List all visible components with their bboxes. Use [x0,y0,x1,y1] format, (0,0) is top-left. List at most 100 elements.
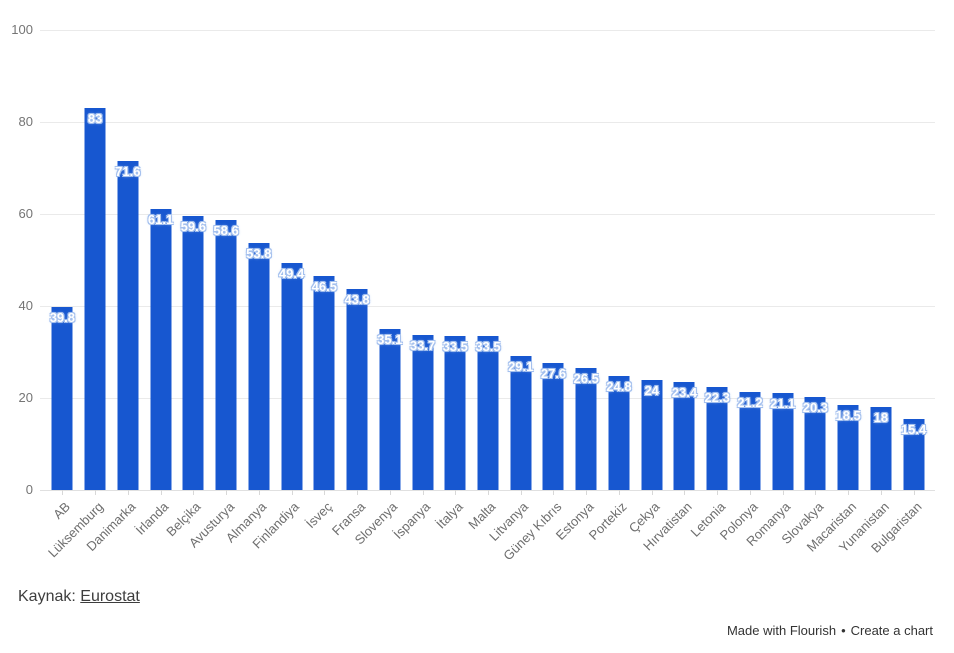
bar[interactable]: 18 [870,407,892,490]
x-axis-label: İrlanda [132,499,172,538]
x-axis-tick [913,490,915,495]
bar[interactable]: 61.1 [147,208,174,490]
bar[interactable]: 35.1 [377,328,403,490]
bar-slot: 53.8 Almanya [223,30,275,545]
y-axis-tick-label: 80 [18,114,33,129]
x-axis-tick [553,490,555,495]
bar[interactable]: 29.1 [508,356,534,490]
bar-slot: 33.5 Malta [466,30,505,532]
x-axis-tick [193,490,195,495]
y-axis-tick-label: 20 [18,390,33,405]
x-axis-tick [95,490,97,495]
bar-chart-plot: 39.8 AB 83 Lüksemburg 71.6 Danimarka 61.1 İrlan… [45,30,930,563]
bar[interactable]: 24 [641,379,663,490]
bar-slot: 33.5 İtalya [433,30,472,532]
bar-value-label: 15.4 [900,422,927,438]
bar-slot: 49.4 Finlandiya [250,30,308,552]
x-axis-tick [749,490,751,495]
bar-value-label: 33.7 [409,337,436,353]
bar-value-label: 43.8 [344,291,370,307]
bar-slot: 58.6 Avusturya [185,30,243,550]
bar[interactable]: 24.8 [606,375,632,490]
bar-value-label: 61.1 [147,211,174,227]
bar[interactable]: 23.4 [671,382,698,490]
bar-slot: 18 Yunanistan [835,30,898,555]
bar-slot: 24 Çekya [626,30,668,536]
bar-slot: 61.1 İrlanda [132,30,177,538]
x-axis-tick [389,490,391,495]
bar[interactable]: 27.6 [541,363,566,490]
bar-slot: 22.3 Letonia [687,30,734,540]
x-axis-label: İtalya [433,499,466,532]
bar[interactable]: 15.4 [900,419,927,490]
bar-slot: 43.8 Fransa [328,30,374,538]
x-axis-tick [291,490,293,495]
bar-value-label: 26.5 [573,371,599,387]
bar[interactable]: 20.3 [803,396,828,490]
bar[interactable]: 39.8 [49,306,76,490]
bar-slot: 21.1 Romanya [743,30,799,549]
bar-value-label: 23.4 [671,385,698,401]
bar-slot: 35.1 Slovenya [352,30,406,547]
x-axis-tick [258,490,260,495]
bar[interactable]: 22.3 [705,387,730,490]
x-axis-tick [684,490,686,495]
bar-slot: 21.2 Polonya [717,30,767,543]
x-axis-tick [880,490,882,495]
create-a-chart-link[interactable]: Create a chart [850,623,933,638]
x-axis-tick [357,490,359,495]
x-axis-tick [487,490,489,495]
bar-slot: 33.7 İspanya [390,30,439,542]
gridline [40,122,935,123]
bar-slot: 27.6 Güney Kıbrıs [500,30,570,563]
bar-value-label: 33.5 [442,338,468,354]
bar[interactable]: 18.5 [835,404,861,490]
bar[interactable]: 21.1 [769,392,796,490]
x-axis-tick [324,490,326,495]
bar-value-label: 83 [87,111,103,127]
bar-value-label: 46.5 [311,279,337,295]
bar-slot: 23.4 Hırvatistan [640,30,701,554]
bar-value-label: 29.1 [508,359,534,375]
x-axis-tick [455,490,457,495]
made-with-flourish-link[interactable]: Made with Flourish [726,623,837,638]
bar[interactable]: 33.7 [409,334,436,490]
bar[interactable]: 83 [84,108,106,490]
bar-value-label: 53.8 [246,245,272,261]
bar-value-label: 24.8 [606,378,632,394]
bar[interactable]: 33.5 [475,335,501,490]
x-axis-tick [815,490,817,495]
bar-value-label: 71.6 [115,163,141,179]
bar-value-label: 18.5 [835,407,861,423]
bar-slot: 15.4 Bulgaristan [868,30,930,556]
bar[interactable]: 33.5 [442,335,468,490]
x-axis-baseline [40,490,935,491]
bar[interactable]: 59.6 [181,215,206,490]
x-axis-tick [127,490,129,495]
bar[interactable]: 49.4 [279,262,304,490]
bar-value-label: 35.1 [377,331,403,347]
y-axis-tick-label: 40 [18,298,33,313]
x-axis-tick [520,490,522,495]
source-link[interactable]: Eurostat [80,588,140,605]
bar-value-label: 21.1 [769,395,796,411]
bar[interactable]: 43.8 [344,288,370,490]
bar-slot: 26.5 Estonya [553,30,603,543]
x-axis-tick [782,490,784,495]
bar-slot: 83 Lüksemburg [45,30,112,560]
bar[interactable]: 71.6 [115,160,141,490]
bar[interactable]: 26.5 [573,368,599,490]
x-axis-tick [717,490,719,495]
bar-value-label: 18 [873,410,889,426]
bar-slot: 29.1 Litvanya [486,30,537,544]
bar[interactable]: 53.8 [246,242,272,490]
bar[interactable]: 21.2 [737,392,763,490]
bar-value-label: 33.5 [475,338,501,354]
bar-value-label: 39.8 [49,309,76,325]
bar[interactable]: 58.6 [213,220,239,490]
bar-slot: 20.3 Slovakya [778,30,832,547]
bar-slot: 71.6 Danimarka [83,30,144,554]
bar[interactable]: 46.5 [311,276,337,490]
x-axis-tick [160,490,162,495]
source-prefix-label: Kaynak: [18,588,81,605]
